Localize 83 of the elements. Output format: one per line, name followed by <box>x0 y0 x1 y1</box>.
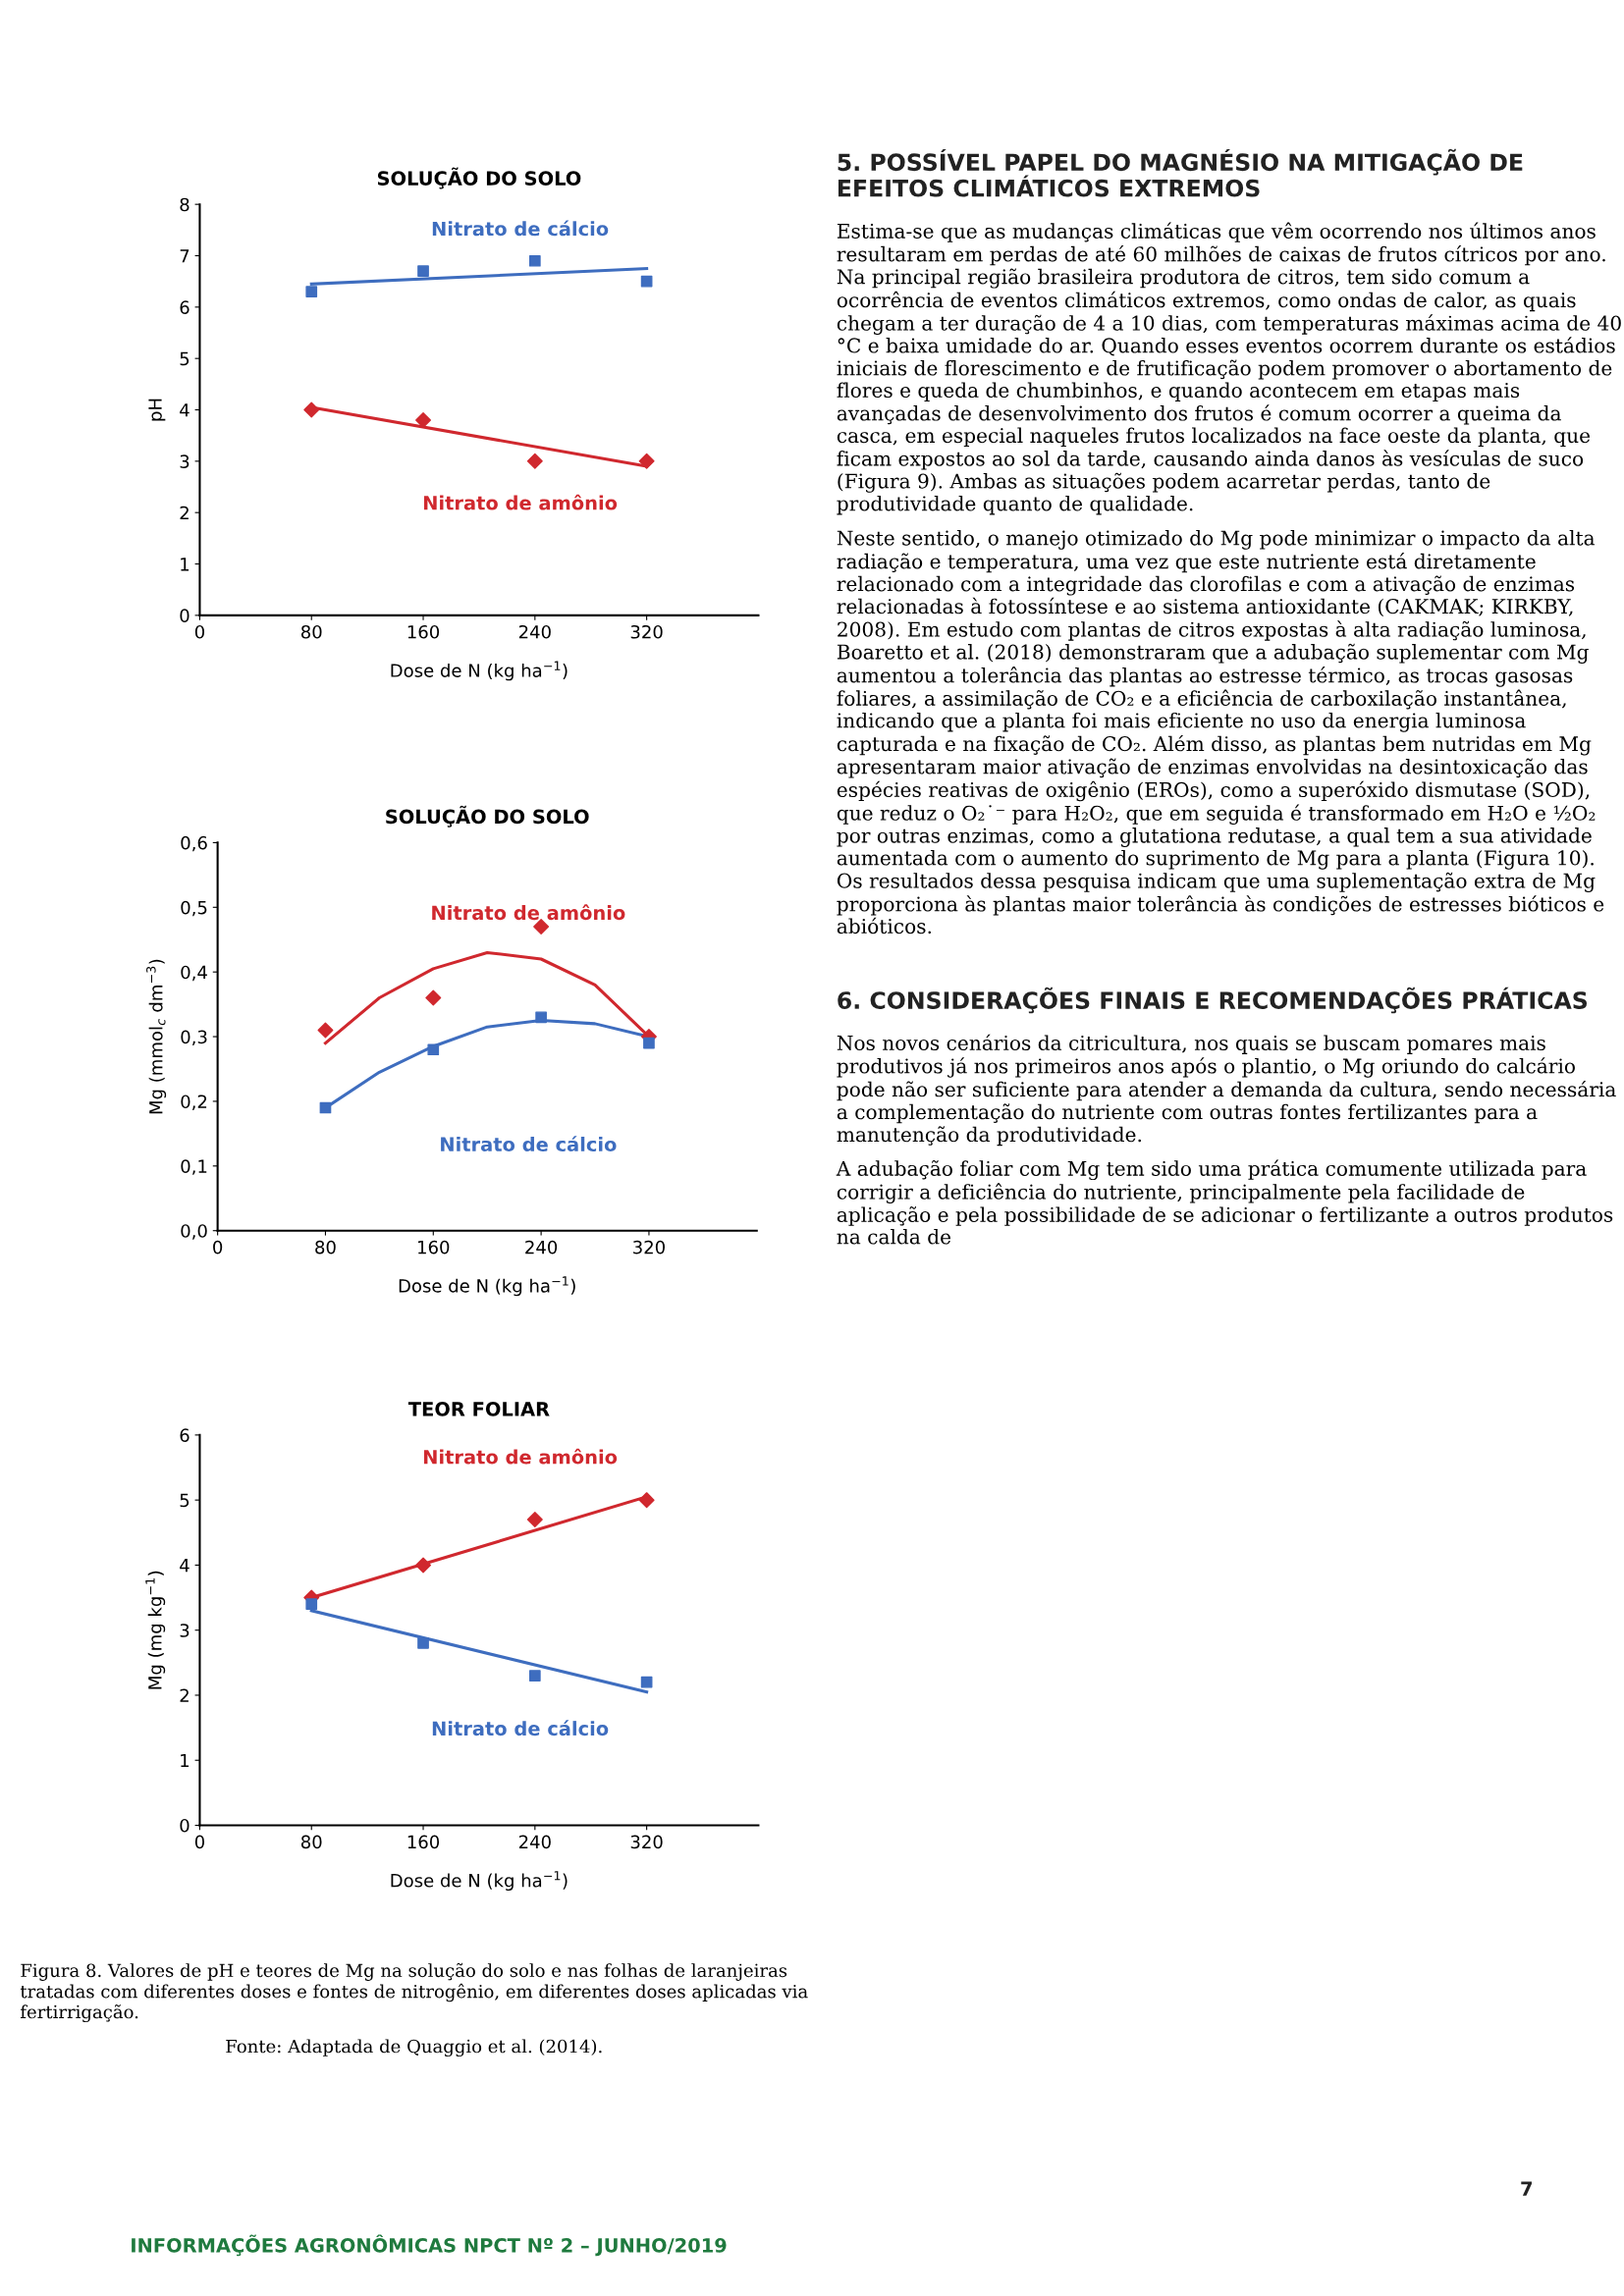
y-tick-label: 0,0 <box>181 1224 207 1240</box>
text: INFORMAÇÕES AGRONÔMICAS NPCT Nº 2 – JUNHO/2019 <box>132 2234 727 2257</box>
point <box>535 1011 547 1024</box>
series-label: Nitrato de cálcio <box>432 220 609 237</box>
y-tick-label: 5 <box>180 351 189 366</box>
x-tick-label: 240 <box>518 1835 551 1849</box>
series-label: Nitrato de cálcio <box>432 1720 609 1736</box>
text: Neste sentido, o manejo otimizado do Mg pode minimizar o impacto da alta radiação e temperatura, uma vez que este nutriente está diretamente relacionado com a integridade das clorofilas e com a ativação de enzimas relacionadas à fotossíntese e ao sistema antioxidante (CAKMAK; KIRKBY, 2008). Em estudo com plantas de citros expostas à alta radiação luminosa, Boaretto et al. (2018) demonstraram que a adubação suplementar com Mg aumentou a tolerância das plantas ao estresse térmico, as trocas gasosas foliares, a assimilação de CO₂ e a eficiência de carboxilação instantânea, indicando que a planta foi mais eficiente no uso da energia luminosa capturada e na fixação de CO₂. Além disso, as plantas bem nutridas em Mg apresentaram maior ativação de enzimas envolvidas na desintoxicação das espécies reativas de oxigênio (EROs), como a superóxido dismutase (SOD), que reduz o O₂˙⁻ para H₂O₂, que em seguida é transformado em H₂O e ½O₂ por outras enzimas, como a glutationa redutase, a qual tem a sua atividade aumentada com o aumento do suprimento de Mg para a planta (Figura 10). Os resultados dessa pesquisa indicam que uma suplementação extra de Mg proporciona às plantas maior tolerância às condições de estresses bióticos e abióticos. <box>837 530 1604 934</box>
chart-title: TEOR FOLIAR <box>407 1402 550 1416</box>
point <box>425 989 442 1006</box>
point <box>528 1670 541 1682</box>
y-tick-label: 1 <box>181 558 189 571</box>
text: Nitrato de amônio <box>432 904 625 921</box>
text: 5. POSSÍVEL PAPEL DO MAGNÉSIO NA MITIGAÇÃO DE EFEITOS CLIMÁTICOS EXTREMOS <box>838 148 1523 197</box>
y-tick-label: 3 <box>180 1624 189 1637</box>
x-tick-label: 240 <box>518 624 551 639</box>
point <box>427 1043 440 1056</box>
chart-title: SOLUÇÃO DO SOLO <box>386 805 589 828</box>
point <box>417 265 429 278</box>
point <box>319 1101 332 1114</box>
text: Nitrato de cálcio <box>441 1136 617 1152</box>
point <box>528 254 541 267</box>
y-tick-label: 8 <box>180 197 189 212</box>
text: Nitrato de amônio <box>423 1448 618 1465</box>
x-tick-label: 160 <box>407 624 440 639</box>
y-tick-label: 1 <box>181 1753 189 1768</box>
y-tick-label: 0,2 <box>181 1095 207 1110</box>
y-tick-label: 4 <box>180 1559 189 1573</box>
y-tick-label: 5 <box>180 1493 189 1508</box>
y-tick-label: 0 <box>180 1818 189 1833</box>
point <box>533 919 550 935</box>
y-tick-label: 2 <box>180 1688 189 1702</box>
y-axis-title: Mg (mmol$_{c}$ dm$^{−3}$) <box>146 959 167 1114</box>
point <box>303 401 320 418</box>
x-axis-title: Dose de N (kg ha$^{−1}$) <box>391 661 568 681</box>
point <box>638 1492 655 1509</box>
source-note: Fonte: Adaptada de Quaggio et al. (2014). <box>226 2039 602 2057</box>
text: 6. CONSIDERAÇÕES FINAIS E RECOMENDAÇÕES PRÁTICAS <box>838 987 1588 1014</box>
text: 7 <box>1521 2181 1532 2196</box>
point <box>305 286 318 297</box>
text: A adubação foliar com Mg tem sido uma prática comumente utilizada para corrigir a deficiência do nutriente, principalmente pela facilidade de aplicação e pela possibilidade de se adicionar o fertilizante a outros produtos na calda de <box>836 1159 1613 1245</box>
x-tick-label: 80 <box>300 1835 322 1849</box>
chart-title: SOLUÇÃO DO SOLO <box>377 167 581 189</box>
point <box>638 453 655 469</box>
y-tick-label: 6 <box>180 300 189 314</box>
y-axis-title: Mg (mg kg$^{−1}$) <box>145 1571 166 1689</box>
x-tick-label: 240 <box>525 1240 558 1255</box>
y-tick-label: 0,6 <box>181 835 207 852</box>
point <box>415 1557 432 1574</box>
x-tick-label: 80 <box>300 624 322 639</box>
x-tick-label: 320 <box>633 1240 665 1255</box>
y-tick-label: 0 <box>180 609 189 622</box>
y-tick-label: 0,3 <box>181 1030 207 1046</box>
point <box>640 275 653 288</box>
text: Nos novos cenários da citricultura, nos quais se buscam pomares mais produtivos já nos primeiros anos após o plantio, o Mg oriundo do calcário pode não ser suficiente para atender a demanda da cultura, sendo necessária a complementação do nutriente com outras fontes fertilizantes para a manutenção da produtividade. <box>837 1034 1616 1147</box>
text: Figura 8. Valores de pH e teores de Mg na solução do solo e nas folhas de laranjeiras tratadas com diferentes doses e fontes de nitrogênio, em diferentes doses aplicadas via fertirrigação. <box>20 1962 808 2023</box>
point <box>317 1022 334 1039</box>
y-tick-label: 4 <box>180 403 189 417</box>
y-tick-label: 7 <box>180 249 189 263</box>
y-tick-label: 0,4 <box>181 965 207 982</box>
point <box>640 1676 653 1688</box>
point <box>643 1037 655 1049</box>
y-tick-label: 3 <box>180 454 189 468</box>
point <box>526 453 543 469</box>
point <box>417 1637 429 1649</box>
x-tick-label: 160 <box>418 1240 450 1255</box>
x-tick-label: 80 <box>315 1240 336 1255</box>
point <box>526 1512 543 1528</box>
y-tick-label: 0,5 <box>181 900 207 917</box>
point <box>415 412 432 428</box>
y-tick-label: 0,1 <box>181 1159 207 1175</box>
x-tick-label: 320 <box>630 1835 663 1849</box>
point <box>305 1598 318 1611</box>
y-tick-label: 6 <box>180 1428 189 1442</box>
x-tick-label: 320 <box>630 624 663 639</box>
x-axis-title: Dose de N (kg ha$^{−1}$) <box>391 1871 568 1892</box>
text: Estima-se que as mudanças climáticas que vêm ocorrendo nos últimos anos resultaram em perdas de até 60 milhões de caixas de frutos cítricos por ano. Na principal região brasileira produtora de citros, tem sido comum a ocorrência de eventos climáticos extremos, como ondas de calor, as quais chegam a ter duração de 4 a 10 dias, com temperaturas máximas acima de 40 °C e baixa umidade do ar. Quando esses eventos ocorrem durante os estádios iniciais de florescimento e de frutificação podem promover o abortamento de flores e queda de chumbinhos, e quando acontecem em etapas mais avançadas de desenvolvimento dos frutos é comum ocorrer a queima da casca, em especial naqueles frutos localizados na face oeste da planta, que ficam expostos ao sol da tarde, causando ainda danos às vesículas de suco (Figura 9). Ambas as situações podem acarretar perdas, tanto de produtividade quanto de qualidade. <box>837 222 1621 515</box>
x-tick-label: 0 <box>213 1240 223 1255</box>
series-label: Nitrato de amônio <box>423 494 618 510</box>
y-tick-label: 2 <box>180 506 189 520</box>
x-axis-title: Dose de N (kg ha$^{−1}$) <box>399 1276 575 1297</box>
y-axis-title: pH <box>148 399 166 421</box>
x-tick-label: 160 <box>407 1835 440 1849</box>
